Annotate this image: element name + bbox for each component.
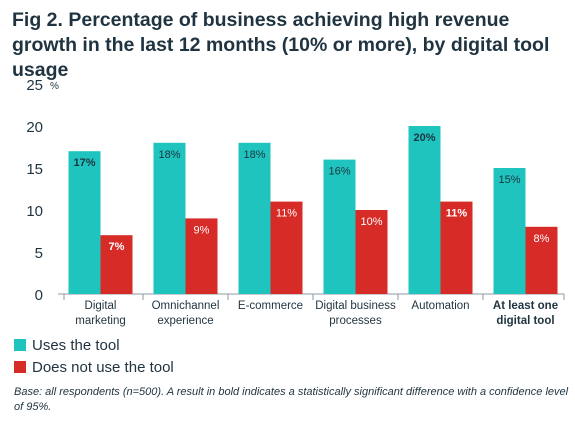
y-tick-label: 15 — [26, 161, 43, 178]
bar-not-uses — [525, 226, 558, 294]
data-label-not-uses: 10% — [360, 216, 382, 228]
data-label-not-uses: 11% — [276, 208, 297, 220]
bar-uses — [323, 159, 356, 294]
legend-swatch-not-uses — [14, 361, 26, 373]
legend-item-not-uses: Does not use the tool — [14, 356, 174, 378]
y-axis-unit: % — [50, 81, 59, 92]
x-category-label: digital tool — [496, 315, 554, 327]
data-label-uses: 16% — [328, 166, 350, 178]
legend-swatch-uses — [14, 339, 26, 351]
legend-item-uses: Uses the tool — [14, 334, 174, 356]
data-label-uses: 18% — [243, 149, 265, 161]
data-label-uses: 18% — [158, 149, 180, 161]
x-category-label: At least one — [493, 300, 558, 312]
y-tick-label: 10 — [26, 203, 43, 220]
x-category-label: Digital — [85, 300, 117, 312]
bar-uses — [68, 151, 101, 294]
legend: Uses the tool Does not use the tool — [14, 334, 174, 378]
bar-uses — [408, 126, 441, 294]
bar-not-uses — [100, 235, 133, 294]
legend-label-not-uses: Does not use the tool — [32, 358, 174, 376]
x-category-label: Automation — [411, 300, 469, 312]
data-label-uses: 17% — [73, 157, 95, 169]
base-note: Base: all respondents (n=500). A result … — [14, 386, 569, 413]
x-category-label: E-commerce — [238, 300, 303, 312]
chart-title: Fig 2. Percentage of business achieving … — [12, 9, 550, 81]
y-tick-label: 20 — [26, 119, 43, 136]
x-category-label: Digital business — [315, 300, 396, 312]
data-label-uses: 20% — [413, 132, 435, 144]
legend-label-uses: Uses the tool — [32, 336, 120, 354]
bar-not-uses — [270, 201, 303, 294]
x-category-label: marketing — [75, 315, 126, 327]
bar-uses — [238, 142, 271, 294]
data-label-not-uses: 7% — [109, 241, 125, 253]
x-category-label: Omnichannel — [152, 300, 220, 312]
data-label-uses: 15% — [498, 174, 520, 186]
y-tick-label: 5 — [35, 245, 43, 262]
data-label-not-uses: 8% — [534, 233, 550, 245]
bar-uses — [153, 142, 186, 294]
data-label-not-uses: 11% — [446, 208, 468, 220]
y-tick-label: 25 — [26, 77, 43, 94]
y-tick-label: 0 — [35, 287, 43, 304]
bar-not-uses — [355, 210, 388, 294]
bar-not-uses — [440, 201, 473, 294]
bar-uses — [493, 168, 526, 294]
x-category-label: experience — [157, 315, 213, 327]
x-category-label: processes — [329, 315, 382, 327]
bar-not-uses — [185, 218, 218, 294]
data-label-not-uses: 9% — [194, 224, 210, 236]
